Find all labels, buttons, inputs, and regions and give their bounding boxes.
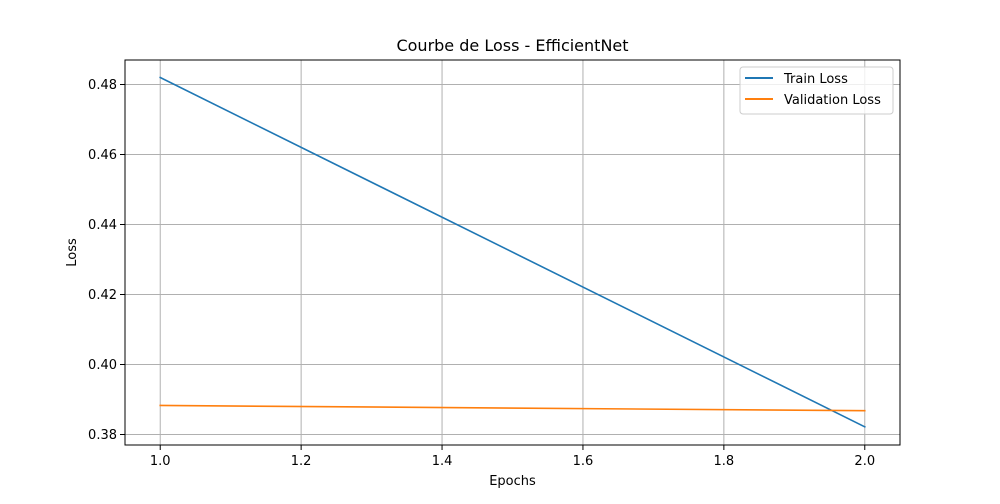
x-tick-label: 1.8 <box>714 454 735 469</box>
y-tick-label: 0.40 <box>88 358 117 373</box>
grid-lines <box>125 60 900 445</box>
y-tick-label: 0.46 <box>88 148 117 163</box>
y-tick-label: 0.44 <box>88 218 117 233</box>
chart-title: Courbe de Loss - EfficientNet <box>396 36 628 55</box>
legend: Train Loss Validation Loss <box>739 66 894 115</box>
x-tick-label: 1.0 <box>150 454 171 469</box>
y-tick-label: 0.48 <box>88 78 117 93</box>
plot-area-frame <box>124 59 901 446</box>
x-axis-label: Epochs <box>489 474 536 489</box>
x-tick-label: 2.0 <box>854 454 875 469</box>
x-axis-ticks: 1.0 1.2 1.4 1.6 1.8 2.0 <box>150 445 875 469</box>
series-line-validation-loss <box>159 404 866 412</box>
x-tick-label: 1.2 <box>291 454 312 469</box>
series-line-train-loss <box>159 76 866 428</box>
y-tick-label: 0.42 <box>88 288 117 303</box>
legend-label-validation-loss: Validation Loss <box>784 93 881 108</box>
series-lines <box>159 76 866 428</box>
x-tick-label: 1.6 <box>573 454 594 469</box>
x-tick-label: 1.4 <box>432 454 453 469</box>
legend-box <box>739 66 894 115</box>
y-axis-label: Loss <box>65 238 80 267</box>
y-axis-ticks: 0.38 0.40 0.42 0.44 0.46 0.48 <box>88 78 125 443</box>
legend-label-train-loss: Train Loss <box>783 72 848 87</box>
y-tick-label: 0.38 <box>88 428 117 443</box>
